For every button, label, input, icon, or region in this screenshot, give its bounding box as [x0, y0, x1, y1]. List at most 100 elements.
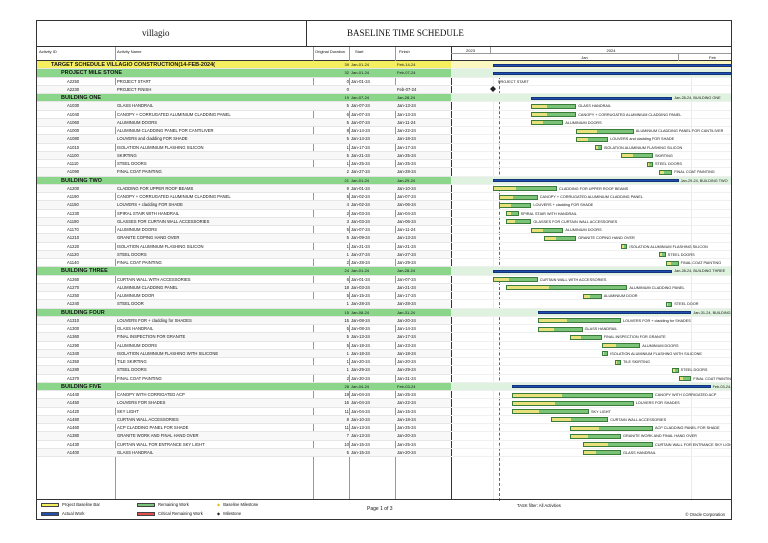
activity-row[interactable]: A1370 FINAL COAT PAINTING 2 Jan-30-24 Jan-31…	[37, 375, 451, 383]
summary-bar[interactable]	[493, 179, 679, 182]
task-bar[interactable]	[576, 128, 634, 134]
task-bar[interactable]	[569, 433, 621, 439]
task-bar[interactable]	[614, 359, 621, 365]
wbs-row[interactable]: BUILDING THREE 24 Jan-01-24 Jan-28-24	[37, 267, 451, 276]
activity-row[interactable]: A2230 PROJECT FINISH 0 Feb-07-24	[37, 85, 451, 94]
task-bar[interactable]	[505, 285, 628, 291]
task-bar[interactable]	[512, 409, 589, 414]
activity-row[interactable]: A1100 SKIRTING 5 Jan-21-24 Jan-25-24	[37, 151, 451, 160]
task-bar[interactable]	[646, 161, 653, 167]
summary-bar[interactable]	[512, 385, 711, 389]
wbs-row[interactable]: TARGET SCHEDULE VILLAGIO CONSTRUCTION(14…	[37, 61, 451, 70]
task-bar[interactable]	[512, 400, 634, 406]
task-bar[interactable]	[569, 334, 602, 340]
activity-row[interactable]: A1240 STEEL DOOR 1 Jan-28-24 Jan-28-24	[37, 300, 451, 309]
wbs-row[interactable]: BUILDING FIVE 28 Jan-04-24 Feb-03-24	[37, 382, 451, 391]
activity-row[interactable]: A1340 ISOLATION ALUMINIUM FLASHING WITH S…	[37, 349, 451, 358]
task-bar[interactable]	[665, 301, 673, 307]
activity-row[interactable]: A1220 ISOLATION ALUMINIUM FLASHING SILICO…	[37, 243, 451, 251]
activity-row[interactable]: A1000 ALUMINIUM CLADDING PANEL FOR CANTIL…	[37, 127, 451, 136]
activity-row[interactable]: A1450 LOUVERS FOR SHADES 16 Jan-04-24 Jan-22…	[37, 399, 451, 408]
summary-bar[interactable]	[493, 269, 673, 273]
activity-row[interactable]: A1270 ALUMINIUM CLADDING PANEL 18 Jan-03-24…	[37, 283, 451, 292]
activity-row[interactable]: A1170 ALUMINIUM DOORS 5 Jan-07-24 Jan-11-24	[37, 226, 451, 235]
year-2024: 2024	[491, 47, 731, 54]
wbs-row[interactable]: BUILDING TWO 21 Jan-01-24 Jan-29-24	[37, 176, 451, 185]
activity-row[interactable]: A1030 GLASS HANDRAIL 5 Jan-07-24 Jan-13-24	[37, 102, 451, 111]
task-bar[interactable]	[493, 186, 557, 192]
activity-row[interactable]: A1180 GLASSES FOR CURTAIN WALL ACCESSORIE…	[37, 217, 451, 226]
activity-row[interactable]: A1260 CURTAIN WALL WITH ACCESSORIES 6 Jan-0…	[37, 276, 451, 284]
task-bar[interactable]	[499, 194, 538, 200]
task-bar[interactable]	[531, 112, 577, 117]
activity-row[interactable]: A1360 FINAL INSPECTION FOR GRANITE 5 Jan-13…	[37, 333, 451, 342]
task-bar[interactable]	[601, 351, 609, 357]
activity-row[interactable]: A1230 SPIRAL STAIR WITH HANDRAIL 2 Jan-03-2…	[37, 210, 451, 218]
activity-row[interactable]: A1110 STEEL DOORS 1 Jan-25-24 Jan-25-24	[37, 160, 451, 169]
activity-name: PROJECT START	[117, 78, 151, 84]
activity-row[interactable]: A1420 SKY LIGHT 11 Jan-04-24 Jan-15-24	[37, 408, 451, 416]
activity-name: SKIRTING	[117, 152, 137, 158]
activity-row[interactable]: A1080 LOUVERS and cladding FOR SHADE 5 Jan-…	[37, 135, 451, 144]
summary-bar[interactable]	[537, 311, 692, 314]
wbs-row[interactable]: BUILDING FOUR 15 Jan-08-24 Jan-31-24	[37, 308, 451, 317]
summary-bar[interactable]	[531, 96, 673, 100]
task-bar[interactable]	[499, 202, 532, 208]
activity-row[interactable]: A1150 LOUVERS + cladding FOR SHADE 4 Jan-02…	[37, 201, 451, 210]
activity-row[interactable]: A1120 STEEL DOORS 1 Jan-27-24 Jan-27-24	[37, 250, 451, 259]
wbs-row[interactable]: BUILDING ONE 19 Jan-07-24 Jan-28-24	[37, 94, 451, 103]
task-bar[interactable]	[537, 326, 583, 332]
task-bar[interactable]	[601, 343, 641, 348]
activity-row[interactable]: A1400 GLASS HANDRAIL 5 Jan-15-24 Jan-20-24	[37, 448, 451, 457]
activity-row[interactable]: A1210 GRANITE COPING HAND OVER 5 Jan-09-24 J…	[37, 234, 451, 243]
task-bar[interactable]	[569, 425, 653, 431]
task-bar[interactable]	[544, 235, 577, 241]
task-bar[interactable]	[505, 211, 519, 216]
task-bar[interactable]	[678, 376, 692, 381]
activity-row[interactable]: A1380 GRANITE WORK AND FINAL HAND OVER 7 Ja…	[37, 432, 451, 441]
activity-row[interactable]: A1430 CURTAIN WALL FOR ENTRANCE SKY LIGHT…	[37, 441, 451, 449]
task-bar[interactable]	[512, 392, 653, 398]
task-bar[interactable]	[665, 260, 679, 266]
activity-row[interactable]: A1060 ALUMINIUM DOORS 5 Jan-07-24 Jan-11-24	[37, 118, 451, 127]
task-bar[interactable]	[537, 318, 621, 324]
activity-row[interactable]: A1350 TILE SKIRTING 1 Jan-20-24 Jan-20-24	[37, 358, 451, 367]
wbs-row[interactable]: PROJECT MILE STONE 32 Jan-01-24 Feb-07-24	[37, 69, 451, 78]
activity-row[interactable]: A1040 CANOPY + CORRUGATED ALUMINIUM CLADD…	[37, 111, 451, 119]
activity-row[interactable]: A1310 LOUVERS FOR + cladding for SHADES 15…	[37, 316, 451, 325]
task-bar[interactable]	[621, 244, 628, 249]
task-bar[interactable]	[659, 169, 673, 175]
task-bar[interactable]	[595, 145, 602, 150]
activity-row[interactable]: A1460 ACP CLADDING PANEL FOR SHADE 11 Jan-1…	[37, 424, 451, 433]
activity-row[interactable]: A1280 STEEL DOORS 1 Jan-29-24 Jan-29-24	[37, 366, 451, 375]
activity-name: STEEL DOORS	[117, 161, 147, 166]
activity-row[interactable]: A1140 FINAL COAT PAINTING 2 Jan-28-24 Jan-29…	[37, 259, 451, 268]
activity-row[interactable]: A1190 CANOPY + CORRUGATED ALUMINIUM CLADD…	[37, 193, 451, 202]
activity-row[interactable]: A1200 CLADDING FOR UPPER ROOF BEAMS 9 Jan-0…	[37, 184, 451, 193]
task-bar[interactable]	[582, 293, 602, 299]
task-bar[interactable]	[531, 103, 577, 109]
summary-bar[interactable]	[493, 71, 731, 75]
task-bar[interactable]	[672, 367, 679, 373]
task-bar[interactable]	[493, 277, 538, 282]
task-bar[interactable]	[582, 442, 653, 447]
activity-row[interactable]: A1290 ALUMINIUM DOORS 5 Jan-18-24 Jan-23-24	[37, 342, 451, 350]
task-bar[interactable]	[576, 136, 609, 142]
task-bar[interactable]	[550, 417, 609, 423]
activity-row[interactable]: A1300 GLASS HANDRAIL 5 Jan-08-24 Jan-14-24	[37, 325, 451, 334]
task-bar[interactable]	[505, 219, 532, 225]
task-bar[interactable]	[582, 450, 621, 456]
activity-row[interactable]: A2250 PROJECT START 0 Jan-01-24	[37, 78, 451, 86]
activity-row[interactable]: A1010 ISOLATION ALUMINIUM FLASHING SILICO…	[37, 144, 451, 152]
bar-label: GRANITE WORK AND FINAL HAND OVER	[623, 434, 697, 439]
activity-id: A1060	[67, 119, 80, 125]
task-bar[interactable]	[531, 120, 564, 126]
task-bar[interactable]	[621, 153, 653, 159]
activity-row[interactable]: A1090 FINAL COAT PAINTING 2 Jan-27-24 Jan-28…	[37, 168, 451, 177]
activity-row[interactable]: A1250 ALUMINIUM DOOR 5 Jan-15-24 Jan-17-24	[37, 292, 451, 301]
task-bar[interactable]	[659, 252, 666, 258]
activity-row[interactable]: A1440 CANOPY WITH CORRIGATED ACP 19 Jan-04-…	[37, 391, 451, 400]
task-bar[interactable]	[531, 227, 564, 233]
activity-row[interactable]: A1480 CURTAIN WALL ACCESSORIES 8 Jan-10-24 J…	[37, 415, 451, 424]
summary-bar[interactable]	[493, 63, 731, 67]
